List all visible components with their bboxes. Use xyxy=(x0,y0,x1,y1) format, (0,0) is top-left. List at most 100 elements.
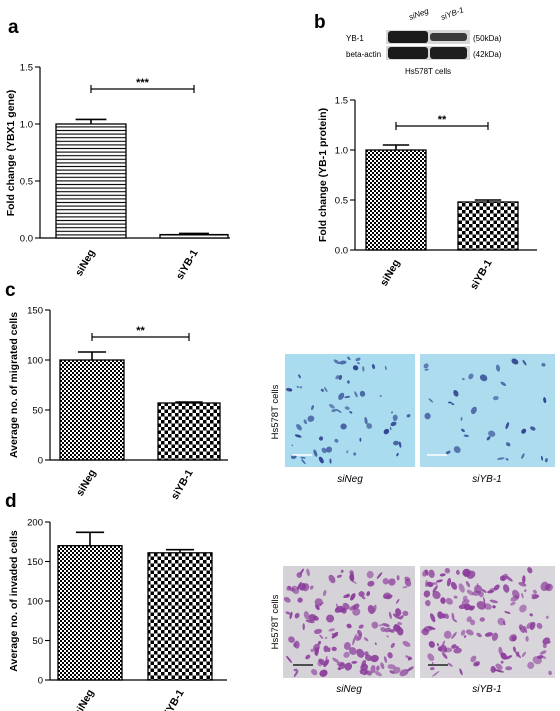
cell-speck xyxy=(437,611,444,619)
x-category-label: siNeg xyxy=(378,258,403,289)
cell-speck xyxy=(380,627,386,632)
cell-speck xyxy=(361,596,366,600)
cell-speck xyxy=(453,446,461,454)
cell-speck xyxy=(326,614,335,623)
cell-speck xyxy=(288,636,295,643)
significance-label: ** xyxy=(136,325,145,337)
y-axis-label: Average no. of migrated cells xyxy=(8,312,20,458)
cell-speck xyxy=(529,621,536,630)
cell-speck xyxy=(521,651,527,657)
micrograph-invasion-siyb1 xyxy=(420,566,555,678)
cell-speck xyxy=(391,411,393,414)
cell-speck xyxy=(351,660,358,664)
cell-speck xyxy=(424,580,429,588)
cell-speck xyxy=(510,601,516,606)
blot-size-2: (42kDa) xyxy=(473,50,502,59)
cell-speck xyxy=(339,360,347,365)
bar xyxy=(57,545,123,681)
cell-speck xyxy=(399,615,404,620)
cell-speck xyxy=(347,380,350,384)
cell-speck xyxy=(325,446,333,453)
cell-speck xyxy=(389,426,392,431)
cell-speck xyxy=(318,640,321,645)
cell-speck xyxy=(502,620,506,626)
blot-row-label-2: beta-actin xyxy=(346,50,381,59)
cell-speck xyxy=(306,568,310,577)
cell-speck xyxy=(355,357,361,362)
cell-speck xyxy=(518,624,526,634)
cell-speck xyxy=(344,395,351,399)
y-tick-label: 0.0 xyxy=(20,233,33,244)
bar xyxy=(55,123,127,239)
cell-speck xyxy=(297,597,303,603)
cell-speck xyxy=(445,450,451,455)
cell-speck xyxy=(516,651,520,657)
cell-speck xyxy=(532,589,537,594)
cell-speck xyxy=(310,668,318,676)
cell-speck xyxy=(473,661,481,667)
cell-speck xyxy=(346,623,352,629)
y-tick-label: 100 xyxy=(27,596,43,607)
cell-speck xyxy=(336,574,342,578)
cell-speck xyxy=(309,585,314,590)
cell-speck xyxy=(388,611,392,620)
cell-speck xyxy=(463,434,469,438)
micrograph-migration-sineg xyxy=(285,354,415,467)
cell-speck xyxy=(324,386,328,393)
y-tick-label: 1.5 xyxy=(20,62,33,73)
cell-speck xyxy=(343,642,351,650)
cell-speck xyxy=(393,440,399,446)
cell-speck xyxy=(489,599,499,604)
cell-speck xyxy=(543,397,547,404)
cell-speck xyxy=(323,659,330,668)
cell-speck xyxy=(519,626,522,630)
cell-speck xyxy=(460,417,463,421)
cell-speck xyxy=(320,388,324,392)
chart-b: 0.0 0.5 1.0 1.5 Fold change (YB-1 protein) si… xyxy=(317,95,537,292)
y-tick-label: 0 xyxy=(38,455,43,466)
cell-speck xyxy=(522,575,526,584)
cell-speck xyxy=(436,643,440,647)
cell-speck xyxy=(362,366,365,372)
cell-speck xyxy=(394,624,399,631)
cell-speck xyxy=(461,599,470,605)
cell-speck xyxy=(361,659,367,668)
cell-speck xyxy=(483,596,486,604)
cell-speck xyxy=(402,640,411,647)
cell-speck xyxy=(493,584,500,591)
cell-speck xyxy=(466,572,470,576)
cell-speck xyxy=(505,655,513,660)
cell-speck xyxy=(384,627,391,633)
bar xyxy=(159,233,229,239)
x-category-label: siYB-1 xyxy=(169,467,196,501)
cell-speck xyxy=(331,646,337,652)
cell-speck xyxy=(439,644,448,653)
cell-speck xyxy=(334,605,344,613)
x-category-label: siYB-1 xyxy=(174,247,201,281)
cell-speck xyxy=(527,567,533,574)
cell-speck xyxy=(386,635,389,638)
bar xyxy=(59,359,125,461)
cell-speck xyxy=(343,651,350,658)
cell-speck xyxy=(453,389,459,397)
cell-speck xyxy=(292,587,296,592)
cell-speck xyxy=(529,613,533,617)
cell-speck xyxy=(366,570,374,579)
cell-speck xyxy=(285,611,291,615)
y-tick-label: 0 xyxy=(38,675,43,686)
cell-speck xyxy=(395,608,402,617)
cell-speck xyxy=(388,578,396,586)
cell-speck xyxy=(382,623,390,627)
cell-speck xyxy=(505,575,513,582)
x-category-label: siNeg xyxy=(72,688,97,711)
cell-speck xyxy=(302,623,305,631)
cell-speck xyxy=(491,632,499,641)
cell-speck xyxy=(495,364,501,372)
cell-speck xyxy=(466,589,474,596)
cell-speck xyxy=(299,386,303,389)
cell-speck xyxy=(331,409,337,412)
cell-speck xyxy=(465,629,474,636)
y-tick-label: 1.0 xyxy=(335,145,348,156)
cell-speck xyxy=(432,590,441,600)
